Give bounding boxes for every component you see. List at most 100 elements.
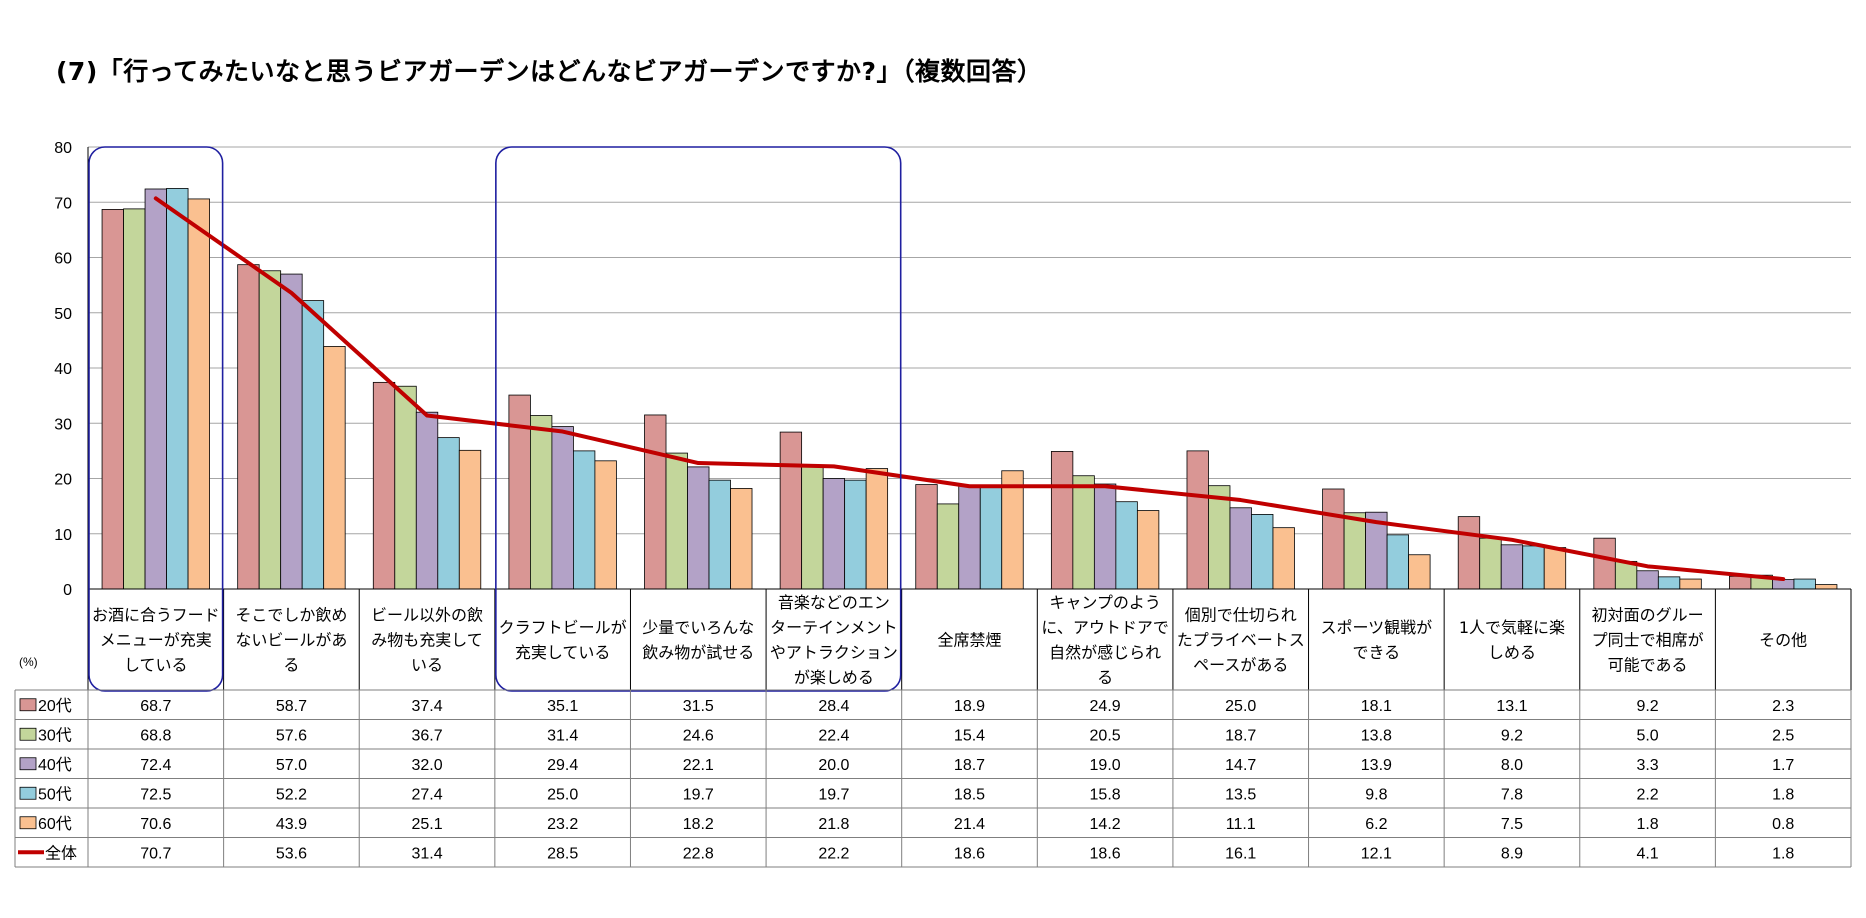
bar-60代-2 (458, 449, 482, 590)
legend-swatch-50代 (19, 786, 37, 800)
bar-30代-9 (1343, 512, 1366, 590)
table-cell-30代-3: 31.4 (547, 727, 578, 744)
bar-50代-12 (1793, 578, 1816, 590)
bar-60代-8 (1272, 527, 1295, 590)
legend-label-60代: 60代 (38, 815, 72, 833)
table-cell-60代-8: 11.1 (1226, 816, 1256, 833)
table-cell-40代-0: 72.4 (140, 757, 171, 774)
unit-label: (%) (19, 655, 38, 669)
table-cell-30代-7: 20.5 (1090, 727, 1121, 744)
category-label: お酒に合うフードメニューが充実している (92, 606, 220, 675)
bar-50代-6 (979, 486, 1003, 590)
bar-60代-10 (1543, 547, 1567, 590)
table-cell-全体-6: 18.6 (954, 845, 985, 862)
table-cell-40代-3: 29.4 (547, 757, 578, 774)
table-cell-30代-0: 68.8 (140, 727, 171, 744)
table-cell-50代-10: 7.8 (1501, 786, 1523, 803)
bar-40代-7 (1093, 483, 1117, 590)
bar-60代-6 (1001, 470, 1024, 590)
table-cell-20代-9: 18.1 (1361, 698, 1392, 715)
bar-20代-12 (1729, 575, 1752, 590)
table-cell-20代-2: 37.4 (411, 698, 442, 715)
table-cell-40代-2: 32.0 (411, 757, 442, 774)
table-cell-50代-0: 72.5 (140, 786, 171, 803)
bar-60代-4 (730, 488, 753, 590)
category-label: キャンプのように、アウトドアで自然が感じられる (1041, 593, 1169, 687)
legend-swatch-20代 (19, 698, 37, 712)
bar-60代-9 (1408, 554, 1431, 590)
category-label: そこでしか飲めないビールがある (235, 606, 347, 675)
table-cell-50代-6: 18.5 (954, 786, 985, 803)
table-cell-40代-10: 8.0 (1501, 757, 1523, 774)
y-tick-label: 60 (54, 251, 72, 268)
table-cell-50代-12: 1.8 (1772, 786, 1794, 803)
table-cell-全体-2: 31.4 (411, 845, 442, 862)
y-tick-label: 70 (54, 195, 72, 212)
bar-20代-0 (101, 209, 124, 590)
bar-20代-10 (1457, 516, 1481, 590)
table-cell-全体-12: 1.8 (1772, 845, 1794, 862)
bar-40代-10 (1500, 544, 1524, 590)
y-tick-label: 20 (54, 472, 72, 489)
bar-20代-6 (915, 484, 938, 590)
bar-20代-9 (1322, 488, 1345, 590)
table-cell-50代-1: 52.2 (276, 786, 307, 803)
bar-40代-8 (1229, 507, 1252, 590)
category-label: 1人で気軽に楽しめる (1459, 618, 1565, 662)
table-cell-60代-7: 14.2 (1090, 816, 1121, 833)
y-tick-label: 40 (54, 361, 72, 378)
table-cell-50代-4: 19.7 (683, 786, 714, 803)
bar-30代-6 (936, 503, 960, 590)
table-cell-20代-4: 31.5 (683, 698, 714, 715)
bar-40代-6 (958, 485, 981, 590)
table-cell-20代-0: 68.7 (140, 698, 171, 715)
table-cell-60代-2: 25.1 (411, 816, 442, 833)
bar-60代-12 (1815, 584, 1838, 590)
table-cell-60代-3: 23.2 (547, 816, 578, 833)
table-cell-60代-1: 43.9 (276, 816, 307, 833)
table-cell-40代-8: 14.7 (1225, 757, 1256, 774)
table-cell-40代-6: 18.7 (954, 757, 985, 774)
table-cell-20代-1: 58.7 (276, 698, 307, 715)
highlight-box-1 (495, 146, 902, 692)
bar-50代-8 (1251, 514, 1274, 590)
table-cell-全体-11: 4.1 (1636, 845, 1658, 862)
table-cell-全体-0: 70.7 (140, 845, 171, 862)
highlight-box-0 (88, 146, 224, 692)
table-cell-20代-3: 35.1 (547, 698, 578, 715)
category-label: 少量でいろんな飲み物が試せる (642, 618, 754, 662)
table-cell-30代-11: 5.0 (1636, 727, 1658, 744)
table-cell-50代-9: 9.8 (1365, 786, 1387, 803)
table-cell-30代-6: 15.4 (954, 727, 985, 744)
y-tick-label: 50 (54, 306, 72, 323)
table-cell-20代-11: 9.2 (1636, 698, 1658, 715)
table-cell-40代-1: 57.0 (276, 757, 307, 774)
legend-swatch-30代 (19, 727, 37, 741)
bar-20代-2 (372, 381, 396, 590)
bar-50代-1 (301, 300, 325, 590)
bar-50代-10 (1522, 545, 1545, 590)
table-cell-20代-7: 24.9 (1090, 698, 1121, 715)
bar-30代-1 (258, 270, 282, 590)
table-cell-30代-5: 22.4 (818, 727, 849, 744)
y-tick-label: 80 (54, 140, 72, 157)
bar-30代-10 (1479, 537, 1502, 590)
bar-40代-5 (822, 478, 846, 590)
table-cell-全体-10: 8.9 (1501, 845, 1523, 862)
category-label: スポーツ観戦ができる (1321, 618, 1433, 662)
bar-40代-0 (144, 188, 167, 590)
table-cell-30代-1: 57.6 (276, 727, 307, 744)
bar-20代-1 (237, 264, 260, 590)
bar-60代-11 (1679, 578, 1702, 590)
table-cell-20代-6: 18.9 (954, 698, 985, 715)
table-cell-40代-7: 19.0 (1090, 757, 1121, 774)
category-label: ビール以外の飲み物も充実している (371, 606, 483, 675)
table-cell-40代-9: 13.9 (1361, 757, 1392, 774)
bar-30代-2 (394, 385, 417, 590)
table-cell-60代-6: 21.4 (954, 816, 985, 833)
table-cell-全体-1: 53.6 (276, 845, 307, 862)
y-tick-label: 0 (63, 582, 72, 599)
bar-50代-3 (573, 450, 596, 590)
category-label: 全席禁煙 (937, 631, 1001, 650)
table-cell-30代-10: 9.2 (1501, 727, 1523, 744)
